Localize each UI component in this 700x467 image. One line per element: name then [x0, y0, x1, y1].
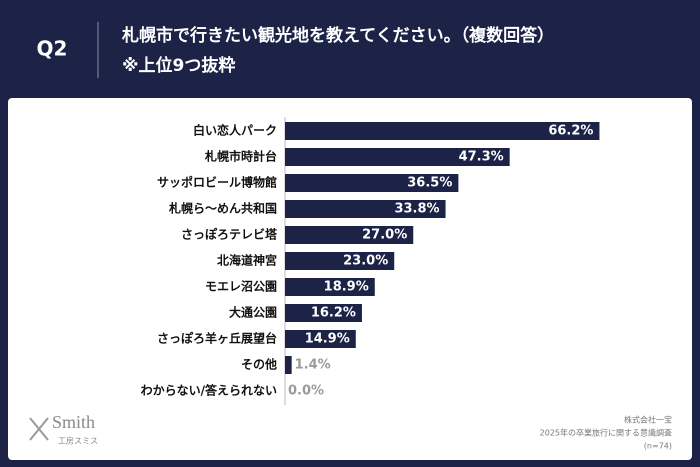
value-label: 14.9% [305, 332, 350, 347]
bar [285, 200, 446, 218]
bar [285, 330, 356, 348]
bar [285, 226, 414, 244]
category-label: さっぽろテレビ塔 [181, 227, 278, 242]
value-label: 66.2% [548, 124, 593, 139]
value-label: 1.4% [295, 358, 331, 373]
category-label: サッポロビール博物館 [157, 175, 277, 190]
value-label: 33.8% [394, 202, 439, 217]
category-label: 白い恋人パーク [193, 123, 277, 138]
category-label: その他 [241, 357, 277, 372]
source-line: 株式会社一宝 [624, 415, 672, 425]
value-label: 36.5% [407, 176, 452, 191]
value-label: 18.9% [324, 280, 369, 295]
bar [285, 122, 600, 140]
value-label: 27.0% [362, 228, 407, 243]
brand: Smith [52, 412, 95, 432]
logo: Smith 工房スミス [29, 412, 98, 446]
category-label: さっぽろ羊ヶ丘展望台 [157, 331, 277, 346]
category-label: 北海道神宮 [217, 253, 277, 268]
value-label: 16.2% [311, 306, 356, 321]
bar [285, 252, 395, 270]
bar [285, 174, 459, 192]
category-label: 札幌市時計台 [204, 149, 277, 164]
bar [285, 304, 362, 322]
source-line: 2025年の卒業旅行に関する意識調査 [540, 428, 672, 438]
question-label: Q2 [37, 37, 68, 61]
chart-title: 札幌市で行きたい観光地を教えてください。（複数回答） [121, 25, 554, 46]
category-label: わからない/答えられない [141, 383, 277, 398]
logo-icon [29, 417, 49, 441]
category-label: 札幌ら〜めん共和国 [168, 201, 277, 216]
source-line: (n=74) [644, 442, 672, 451]
bar [285, 356, 292, 374]
value-label: 0.0% [288, 384, 324, 399]
category-label: モエレ沼公園 [205, 280, 277, 294]
value-label: 23.0% [343, 254, 388, 269]
bar [285, 148, 510, 166]
value-label: 47.3% [459, 150, 504, 165]
chart-subtitle: ※上位9つ抜粋 [122, 55, 235, 76]
category-label: 大通公園 [229, 305, 277, 320]
bar [285, 278, 375, 296]
brand-sub: 工房スミス [58, 436, 98, 446]
